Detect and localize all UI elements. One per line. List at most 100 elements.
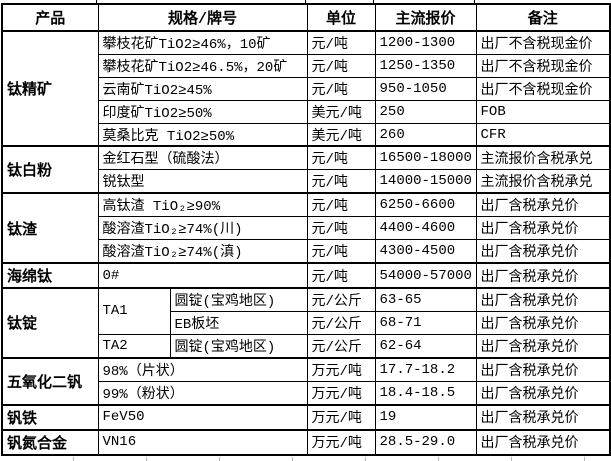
gridline-artifact — [219, 457, 220, 461]
column-header-spec: 规格/牌号 — [97, 3, 308, 32]
cell-spec: 莫桑比克 TiO2≥50% — [97, 122, 308, 147]
cell-unit: 美元/吨 — [306, 122, 376, 147]
table-row: 钛锭 TA1 圆锭(宝鸡地区) 元/公斤 63-65 出厂含税承兑价 — [1, 287, 611, 359]
table-row: 钛渣 高钛渣 TiO₂≥90% 元/吨 6250-6600 出厂含税承兑价 — [1, 192, 611, 264]
cell-spec: 攀枝花矿TiO2≥46%，10矿 — [97, 29, 308, 55]
cell-spec: TA1 — [97, 287, 171, 335]
cell-unit: 万元/吨 — [306, 428, 376, 456]
cell-note: 出厂含税承兑价 — [475, 333, 611, 359]
cell-spec: 酸溶渣TiO₂≥74%(滇) — [97, 239, 308, 264]
cell-spec: 99%（粉状） — [97, 380, 308, 406]
cell-price: 950-1050 — [374, 76, 477, 101]
cell-note: 出厂含税承兑价 — [475, 380, 611, 406]
cell-note: 出厂含税承兑价 — [475, 403, 611, 431]
cell-price: 68-71 — [374, 311, 477, 335]
cell-note: 出厂不含税现金价 — [475, 53, 611, 78]
cell-unit: 元/公斤 — [306, 333, 376, 359]
cell-product: 钛渣 — [1, 192, 99, 264]
gridline-artifact — [438, 457, 439, 461]
table-row: 钒氮合金 VN16 万元/吨 28.5-29.0 出厂含税承兑价 — [1, 428, 611, 456]
cell-price: 17.7-18.2 — [374, 356, 477, 382]
cell-unit: 万元/吨 — [306, 403, 376, 431]
cell-unit: 元/吨 — [306, 53, 376, 78]
table-row: 锐钛型 元/吨 14000-15000 主流报价含税承兑 — [2, 169, 611, 194]
column-header-price: 主流报价 — [374, 3, 477, 32]
table-row: 海绵钛 0# 元/吨 54000-57000 出厂含税承兑价 — [1, 262, 611, 289]
gridline-artifact — [292, 457, 293, 461]
cell-spec: 云南矿TiO2≥45% — [97, 76, 308, 101]
gridline-artifact — [73, 457, 74, 461]
cell-product: 钒铁 — [1, 403, 99, 431]
cell-price: 250 — [374, 99, 477, 124]
cell-price: 19 — [374, 403, 477, 431]
cell-spec: 98%（片状） — [97, 356, 308, 382]
cell-price: 54000-57000 — [374, 262, 477, 289]
cell-unit: 元/吨 — [306, 29, 376, 55]
cell-unit: 元/吨 — [306, 239, 376, 264]
cell-note: 出厂含税承兑价 — [475, 287, 611, 313]
cell-price: 4400-4600 — [374, 216, 477, 241]
cell-product: 钛白粉 — [1, 145, 99, 194]
cell-price: 16500-18000 — [374, 145, 477, 171]
cell-spec: 攀枝花矿TiO2≥46.5%，20矿 — [97, 53, 308, 78]
cell-unit: 元/吨 — [306, 145, 376, 171]
cell-price: 63-65 — [374, 287, 477, 313]
cell-price: 62-64 — [374, 333, 477, 359]
cell-note: 主流报价含税承兑 — [475, 145, 611, 171]
cell-product: 钒氮合金 — [1, 428, 99, 456]
table-row: 酸溶渣TiO₂≥74%(川) 元/吨 4400-4600 出厂含税承兑价 — [2, 216, 611, 241]
cell-unit: 美元/吨 — [306, 99, 376, 124]
cell-note: FOB — [475, 99, 611, 124]
table-row: 99%（粉状） 万元/吨 18.4-18.5 出厂含税承兑价 — [2, 380, 611, 406]
cell-product: 五氧化二钒 — [1, 356, 99, 406]
gridline-artifact — [511, 457, 512, 461]
cell-note: 出厂不含税现金价 — [475, 29, 611, 55]
cell-unit: 元/吨 — [306, 76, 376, 101]
cell-unit: 元/吨 — [306, 192, 376, 218]
cell-spec: 高钛渣 TiO₂≥90% — [97, 192, 308, 218]
table-row: 钛精矿 攀枝花矿TiO2≥46%，10矿 元/吨 1200-1300 出厂不含税现金价 — [1, 29, 611, 147]
cell-spec: TA2 — [97, 333, 171, 359]
cell-note: 出厂含税承兑价 — [475, 311, 611, 335]
column-header-unit: 单位 — [306, 3, 376, 32]
cell-unit: 元/公斤 — [306, 287, 376, 313]
gridline-artifact — [305, 0, 306, 3]
cell-spec: 0# — [97, 262, 308, 289]
header-row: 产品 规格/牌号 单位 主流报价 备注 — [1, 3, 611, 32]
price-table: 产品 规格/牌号 单位 主流报价 备注 钛精矿 攀枝花矿TiO2≥46%，10矿 元/吨 12… — [1, 3, 611, 456]
table-row: 酸溶渣TiO₂≥74%(滇) 元/吨 4300-4500 出厂含税承兑价 — [2, 239, 611, 264]
cell-spec: VN16 — [97, 428, 308, 456]
cell-spec: FeV50 — [97, 403, 308, 431]
table-row: 莫桑比克 TiO2≥50% 美元/吨 260 CFR — [2, 122, 611, 147]
cell-price: 1200-1300 — [374, 29, 477, 55]
cell-price: 4300-4500 — [374, 239, 477, 264]
cell-note: CFR — [475, 122, 611, 147]
cell-unit: 元/公斤 — [306, 311, 376, 335]
cell-note: 出厂含税承兑价 — [475, 262, 611, 289]
gridline-artifact — [96, 0, 97, 3]
cell-unit: 元/吨 — [306, 216, 376, 241]
cell-unit: 万元/吨 — [306, 380, 376, 406]
cell-product: 钛锭 — [1, 287, 99, 359]
table-row: EB板坯 元/公斤 68-71 出厂含税承兑价 — [2, 311, 611, 335]
cell-note: 出厂不含税现金价 — [475, 76, 611, 101]
gridline-artifact — [373, 0, 374, 3]
column-header-product: 产品 — [1, 3, 99, 32]
table-row: 钒铁 FeV50 万元/吨 19 出厂含税承兑价 — [1, 403, 611, 431]
gridline-artifact — [474, 0, 475, 3]
table-row: 云南矿TiO2≥45% 元/吨 950-1050 出厂不含税现金价 — [2, 76, 611, 101]
gridline-artifact — [584, 457, 585, 461]
cell-note: 出厂含税承兑价 — [475, 356, 611, 382]
cell-unit: 万元/吨 — [306, 356, 376, 382]
table-row: TA2 圆锭(宝鸡地区) 元/公斤 62-64 出厂含税承兑价 — [2, 333, 611, 359]
cell-price: 18.4-18.5 — [374, 380, 477, 406]
cell-product: 钛精矿 — [1, 29, 99, 147]
cell-price: 14000-15000 — [374, 169, 477, 194]
cell-note: 出厂含税承兑价 — [475, 192, 611, 218]
column-header-note: 备注 — [475, 3, 611, 32]
table-row: 钛白粉 金红石型（硫酸法） 元/吨 16500-18000 主流报价含税承兑 — [1, 145, 611, 194]
table-row: 五氧化二钒 98%（片状） 万元/吨 17.7-18.2 出厂含税承兑价 — [1, 356, 611, 406]
cell-price: 28.5-29.0 — [374, 428, 477, 456]
cell-spec: 锐钛型 — [97, 169, 308, 194]
cell-price: 6250-6600 — [374, 192, 477, 218]
